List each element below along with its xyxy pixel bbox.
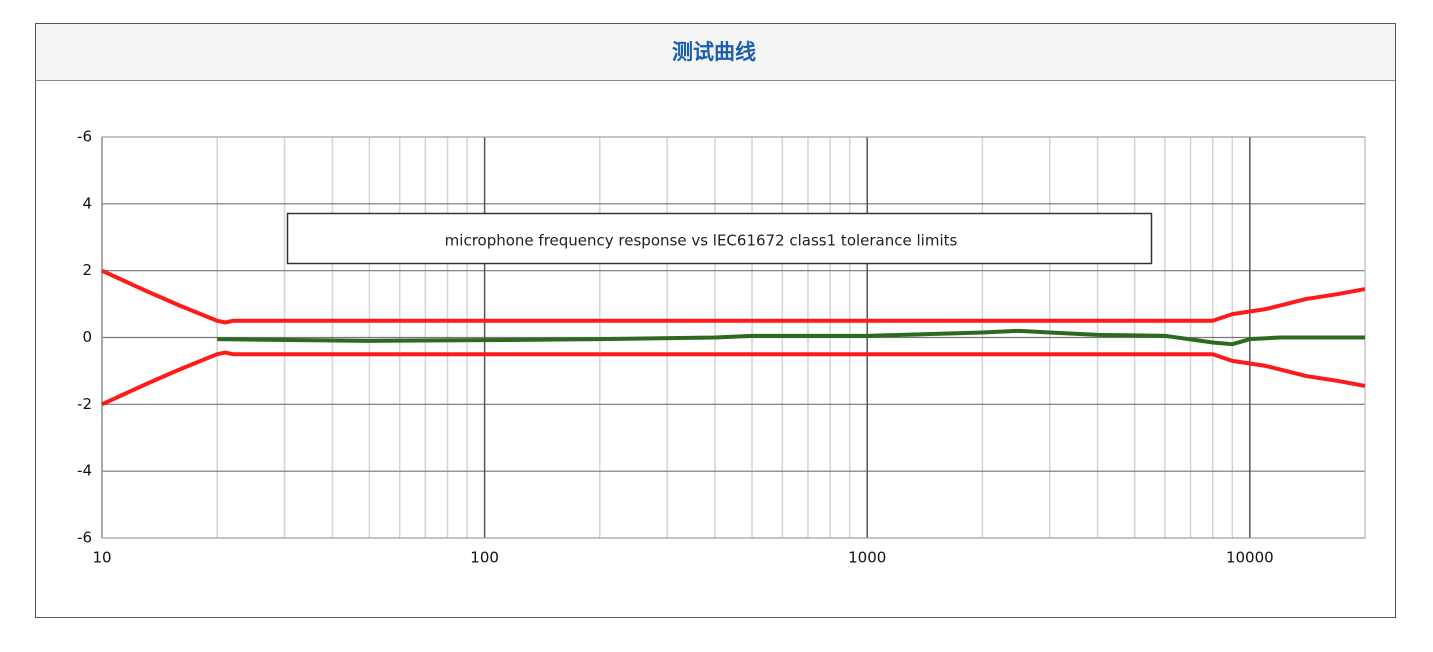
y-tick-label: 4: [82, 194, 92, 212]
x-tick-label: 100: [470, 549, 499, 567]
annotation: microphone frequency response vs lEC6167…: [445, 232, 958, 250]
y-tick-label: -6: [77, 128, 92, 146]
y-tick-label: -6: [77, 529, 92, 547]
series-line: [217, 328, 1365, 347]
annotation-box: [286, 212, 1153, 265]
y-tick-label: -4: [77, 462, 92, 480]
panel-header: [36, 24, 1395, 80]
y-tick-label: -2: [77, 395, 92, 413]
chart-title: 测试曲线: [672, 40, 756, 64]
y-tick-label: 0: [82, 328, 92, 346]
series-line: [101, 350, 1366, 407]
x-tick-label: 10: [92, 549, 111, 567]
x-tick-label: 10000: [1226, 549, 1274, 567]
y-tick-label: 2: [82, 261, 92, 279]
x-tick-label: 1000: [848, 549, 886, 567]
series-line: [101, 268, 1366, 325]
